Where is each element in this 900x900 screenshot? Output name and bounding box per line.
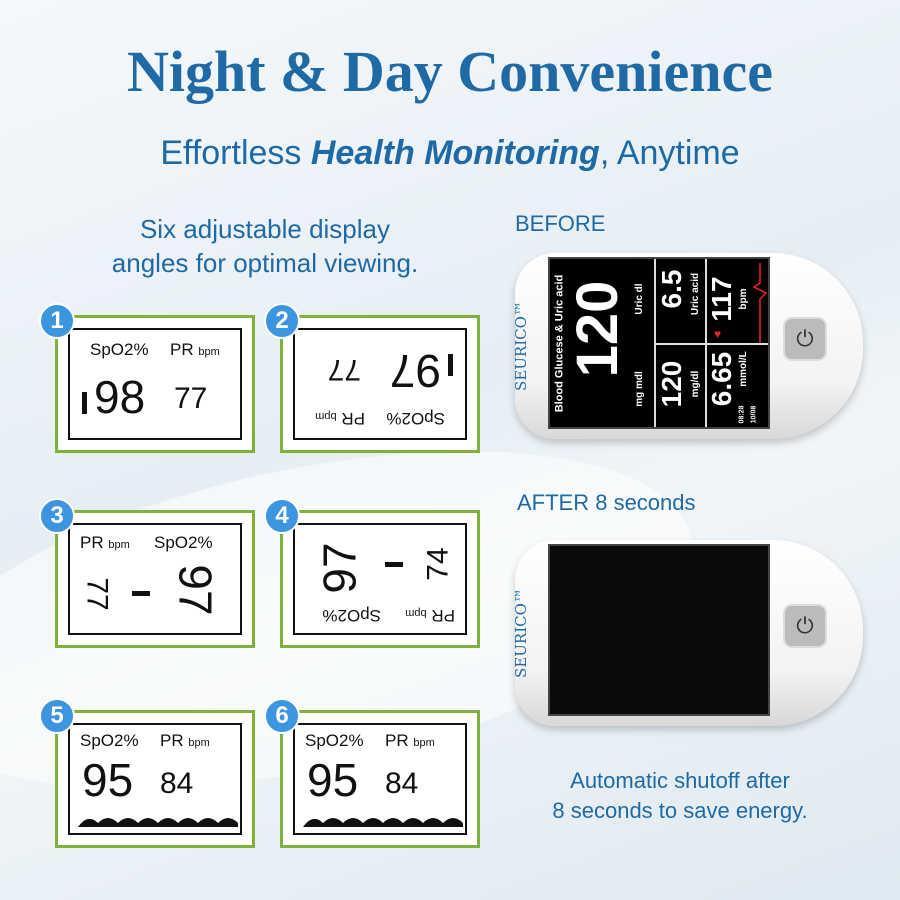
spo2-value: 95 [82,754,134,806]
pr-label: PR bpm [80,533,130,552]
spo2-label: SpO2% [305,731,364,750]
screen-divider [654,343,768,345]
pr-value: 77 [80,577,114,611]
pr-label: PR bpm [315,409,365,428]
spo2-value: 98 [94,371,146,423]
spo2-value: 97 [389,345,441,397]
pr-label: PR bpm [385,731,435,750]
oximeter-display: PR bpm SpO2% 74 97 [293,523,467,635]
oximeter-display: PR bpm SpO2% 77 97 [68,523,242,635]
spo2-value: 95 [307,754,359,806]
main-unit: mg mdl [634,371,645,407]
pr-value: 84 [385,767,419,800]
before-label: BEFORE [515,211,606,236]
page-title: Night & Day Convenience [126,39,773,104]
bpm-unit: bpm [738,288,749,310]
angle-number-badge: 5 [39,698,75,734]
uric-dl-label: Uric dl [634,283,645,315]
display-angle-panel-1: SpO2% PR bpm 98 77 [55,315,255,453]
ecg-waveform-icon [752,263,768,343]
uric-unit: Uric acid [690,272,701,316]
glucose-value: 120 [656,360,687,408]
spo2-label: SpO2% [322,606,381,625]
device-screen-off [548,544,770,716]
mmol-unit: mmol/L [738,351,749,387]
glucose-unit: mg/dl [690,370,701,398]
screen-time: 08:28 [738,405,746,423]
angle-number-badge: 1 [39,303,75,339]
display-angles-caption: Six adjustable display angles for optimal… [111,214,419,278]
spo2-label: SpO2% [90,340,149,359]
pr-value: 77 [174,382,208,415]
spo2-label: SpO2% [386,409,445,428]
main-value: 120 [565,280,630,378]
oximeter-display: SpO2% PR bpm 95 84 [293,723,467,835]
oximeter-display: SpO2% PR bpm 98 77 [68,328,242,440]
subtitle: Effortless Health Monitoring, Anytime [160,134,740,172]
screen-date: 10/08 [750,405,758,423]
pulse-waveform-icon [303,818,463,827]
pr-label: PR bpm [160,731,210,750]
device-screen-on: Blood Glucese & Uric acid 120 mg mdl Uri… [548,257,770,429]
power-button[interactable]: ⏻ [783,317,827,361]
device-before: SEURICO™ Blood Glucese & Uric acid 120 m… [512,253,863,439]
spo2-label: SpO2% [80,731,139,750]
power-button[interactable]: ⏻ [783,604,827,648]
spo2-value: 97 [313,542,366,594]
display-angle-panel-5: SpO2% PR bpm 95 84 [55,710,255,848]
spo2-label: SpO2% [154,533,213,552]
pr-value: 84 [160,767,194,800]
uric-value: 6.5 [656,269,687,309]
display-angle-panel-2: SpO2% PR bpm 97 77 [280,315,480,453]
device-after: SEURICO™ ⏻ [512,540,863,726]
angle-number-badge: 4 [264,498,300,534]
oximeter-display: SpO2% PR bpm 97 77 [293,328,467,440]
pr-value: 77 [327,353,361,386]
pr-label: PR bpm [405,606,455,625]
pr-value: 74 [421,547,455,581]
display-angle-panel-4: PR bpm SpO2% 74 97 [280,510,480,648]
heart-icon: ♥ [714,327,722,341]
angle-number-badge: 3 [39,498,75,534]
signal-bar [385,562,403,567]
oximeter-display: SpO2% PR bpm 95 84 [68,723,242,835]
signal-bar [82,392,87,414]
bpm-value: 117 [706,276,737,322]
display-angle-panel-6: SpO2% PR bpm 95 84 [280,710,480,848]
signal-bar [132,591,150,596]
display-angle-panel-3: PR bpm SpO2% 77 97 [55,510,255,648]
after-label: AFTER 8 seconds [517,490,696,515]
signal-bar [448,354,453,376]
spo2-value: 97 [169,564,222,616]
pulse-waveform-icon [78,818,238,827]
shutoff-caption: Automatic shutoff after 8 seconds to save… [552,768,808,823]
pr-label: PR bpm [170,340,220,359]
angle-number-badge: 6 [264,698,300,734]
mmol-value: 6.65 [706,351,737,407]
angle-number-badge: 2 [264,303,300,339]
